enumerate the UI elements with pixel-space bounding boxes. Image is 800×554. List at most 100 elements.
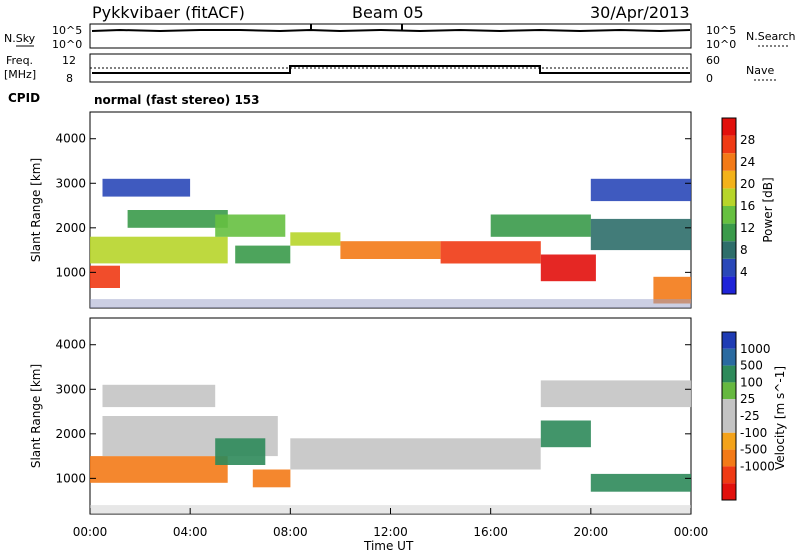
- xtick-3: 12:00: [373, 525, 408, 539]
- x-axis-label: Time UT: [363, 539, 414, 553]
- velocity-colorbar-tick-6: -500: [740, 443, 767, 457]
- velocity-region-4: [252, 469, 291, 488]
- power-colorbar-segment-6: [722, 170, 736, 189]
- power-region-0: [90, 265, 120, 288]
- velocity-colorbar-tick-2: 100: [740, 375, 763, 389]
- power-ytick-1: 2000: [55, 221, 86, 235]
- velocity-ytick-0: 1000: [55, 471, 86, 485]
- nave-tick-bottom: 0: [706, 72, 713, 85]
- power-region-8: [440, 241, 541, 264]
- power-colorbar-segment-3: [722, 223, 736, 242]
- velocity-colorbar: 1000 500 100 25 -25 -100 -500 -1000: [721, 331, 775, 501]
- freq-panel: Freq. [MHz] 12 8 60 0 Nave: [4, 53, 778, 85]
- noise-panel: N.Sky 10^5 10^0 10^5 10^0 N.Search: [4, 23, 796, 51]
- power-colorbar-tick-0: 4: [740, 265, 748, 279]
- xtick-5: 20:00: [574, 525, 609, 539]
- power-ytick-3: 4000: [55, 132, 86, 146]
- power-colorbar-segment-4: [722, 206, 736, 224]
- noise-right-tick-bottom: 10^0: [706, 38, 736, 51]
- velocity-colorbar-segment-4: [722, 399, 736, 416]
- noise-right-label: N.Search: [746, 30, 796, 43]
- velocity-colorbar-segment-2: [722, 365, 736, 383]
- nave-label: Nave: [746, 64, 774, 77]
- power-region-4: [215, 214, 286, 237]
- xtick-6: 00:00: [674, 525, 709, 539]
- power-colorbar-label: Power [dB]: [761, 177, 775, 242]
- noise-trace: [91, 28, 691, 33]
- xtick-0: 00:00: [73, 525, 108, 539]
- velocity-ytick-3: 4000: [55, 338, 86, 352]
- freq-label-line2: [MHz]: [4, 68, 36, 81]
- velocity-colorbar-segment-9: [722, 483, 736, 500]
- power-colorbar-segment-9: [722, 118, 736, 136]
- power-ytick-2: 3000: [55, 176, 86, 190]
- power-region-5: [235, 245, 291, 264]
- power-colorbar-tick-4: 20: [740, 177, 755, 191]
- velocity-colorbar-segment-5: [722, 416, 736, 433]
- xtick-1: 04:00: [173, 525, 208, 539]
- velocity-region-8: [540, 380, 692, 408]
- velocity-region-3: [215, 438, 266, 465]
- velocity-colorbar-tick-7: -1000: [740, 459, 775, 473]
- velocity-colorbar-tick-0: 1000: [740, 342, 771, 356]
- nave-tick-top: 60: [706, 54, 720, 67]
- velocity-region-0: [90, 456, 228, 483]
- xtick-2: 08:00: [273, 525, 308, 539]
- freq-label-line1: Freq.: [6, 54, 33, 67]
- noise-right-tick-top: 10^5: [706, 24, 736, 37]
- power-colorbar-segment-0: [722, 276, 736, 294]
- power-region-12: [590, 178, 691, 202]
- velocity-panel: 1000 2000 3000 4000 00:00 04:00 08:00 12:00 16:…: [29, 317, 709, 553]
- power-colorbar-tick-6: 28: [740, 133, 755, 147]
- velocity-colorbar-tick-4: -25: [740, 409, 760, 423]
- power-ytick-0: 1000: [55, 265, 86, 279]
- power-region-7: [340, 241, 441, 259]
- power-region-13: [653, 276, 691, 304]
- power-colorbar-segment-2: [722, 241, 736, 259]
- power-colorbar-segment-8: [722, 135, 736, 154]
- velocity-region-5: [290, 438, 541, 470]
- noise-tick-top: 10^5: [52, 24, 82, 37]
- noise-left-label: N.Sky: [4, 32, 36, 45]
- velocity-region-7: [590, 473, 691, 492]
- power-ground-scatter: [90, 299, 691, 308]
- velocity-ylabel: Slant Range [km]: [29, 364, 43, 468]
- xtick-4: 16:00: [473, 525, 508, 539]
- power-region-11: [590, 218, 691, 251]
- velocity-colorbar-tick-5: -100: [740, 426, 767, 440]
- velocity-ytick-1: 2000: [55, 427, 86, 441]
- velocity-colorbar-label: Velocity [m s^-1]: [773, 366, 787, 470]
- power-region-2: [127, 210, 228, 228]
- freq-tick-bottom: 8: [66, 72, 73, 85]
- power-colorbar: 4 8 12 16 20 24 28: [721, 117, 755, 295]
- power-region-3: [102, 178, 191, 197]
- power-colorbar-tick-2: 12: [740, 221, 755, 235]
- velocity-ytick-2: 3000: [55, 382, 86, 396]
- power-colorbar-tick-1: 8: [740, 243, 748, 257]
- power-ylabel: Slant Range [km]: [29, 158, 43, 262]
- power-region-6: [290, 232, 341, 246]
- power-region-10: [490, 214, 591, 237]
- velocity-colorbar-segment-7: [722, 449, 736, 467]
- velocity-colorbar-segment-0: [722, 332, 736, 349]
- velocity-colorbar-tick-3: 25: [740, 392, 755, 406]
- power-colorbar-segment-5: [722, 188, 736, 206]
- velocity-region-6: [540, 420, 591, 448]
- velocity-colorbar-segment-8: [722, 466, 736, 484]
- power-colorbar-segment-7: [722, 153, 736, 171]
- noise-tick-bottom: 10^0: [52, 38, 82, 51]
- velocity-colorbar-tick-1: 500: [740, 359, 763, 373]
- freq-trace: [92, 65, 690, 74]
- cpid-value: normal (fast stereo) 153: [94, 93, 260, 107]
- beam-title: Beam 05: [352, 3, 424, 22]
- power-colorbar-tick-3: 16: [740, 199, 755, 213]
- power-region-9: [540, 254, 596, 282]
- power-colorbar-segment-1: [722, 258, 736, 277]
- power-colorbar-tick-5: 24: [740, 155, 755, 169]
- velocity-colorbar-segment-1: [722, 348, 736, 366]
- power-panel: 1000 2000 3000 4000 Slant Range [km]: [29, 111, 692, 309]
- station-title: Pykkvibaer (fitACF): [92, 3, 245, 22]
- cpid-label: CPID: [8, 91, 40, 105]
- power-region-1: [90, 236, 228, 264]
